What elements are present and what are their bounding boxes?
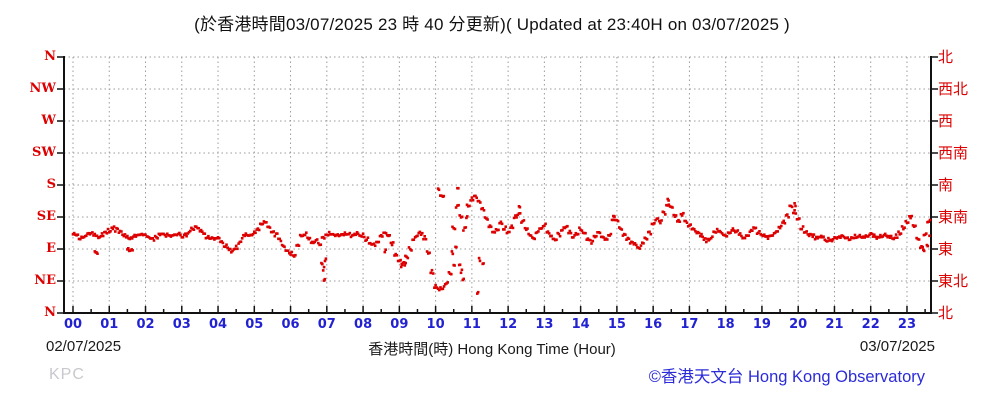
y-axis-label-right: 西北 (938, 80, 969, 98)
y-axis-label-right: 南 (938, 176, 954, 194)
x-axis-hour-label: 10 (426, 317, 445, 332)
x-axis-hour-label: 08 (354, 317, 373, 332)
y-axis-label-right: 西 (938, 112, 954, 130)
x-axis-hour-label: 13 (535, 317, 554, 332)
x-axis-hour-label: 18 (716, 317, 735, 332)
y-axis-label-left: S (46, 177, 56, 192)
y-axis-label-left: SW (32, 145, 56, 160)
y-axis-label-left: SE (36, 209, 56, 224)
date-label-end: 03/07/2025 (859, 338, 935, 355)
x-axis-hour-label: 05 (245, 317, 264, 332)
y-axis-label-right: 北 (938, 48, 954, 66)
station-code-label: KPC (49, 366, 85, 383)
x-axis-hour-label: 02 (136, 317, 155, 332)
x-axis-hour-label: 12 (499, 317, 518, 332)
y-axis-label-left: NE (34, 273, 56, 288)
y-axis-label-left: W (41, 113, 56, 128)
x-axis-hour-label: 09 (390, 317, 409, 332)
y-axis-label-right: 東 (938, 240, 954, 258)
x-axis-hour-label: 03 (172, 317, 191, 332)
x-axis-hour-label: 11 (462, 317, 481, 332)
x-axis-hour-label: 21 (825, 317, 844, 332)
y-axis-label-left: NW (29, 81, 56, 96)
y-axis-label-left: N (44, 305, 56, 320)
y-axis-label-right: 東南 (938, 208, 969, 226)
x-axis-hour-label: 14 (571, 317, 590, 332)
chart-title: (於香港時間03/07/2025 23 時 40 分更新)( Updated a… (194, 15, 790, 34)
y-axis-label-right: 北 (938, 304, 954, 322)
x-axis-hour-label: 01 (100, 317, 119, 332)
x-axis-hour-label: 04 (208, 317, 228, 332)
x-axis-hour-label: 06 (281, 317, 300, 332)
y-axis-label-right: 東北 (938, 272, 969, 290)
x-axis-hour-label: 16 (644, 317, 663, 332)
x-axis-hour-label: 22 (861, 317, 880, 332)
x-axis-hour-label: 15 (607, 317, 626, 332)
x-axis-hour-label: 19 (752, 317, 771, 332)
x-axis-hour-label: 23 (897, 317, 917, 332)
copyright-link[interactable]: ©香港天文台 Hong Kong Observatory (648, 368, 925, 386)
x-axis-hour-label: 07 (317, 317, 336, 332)
y-axis-label-left: N (44, 49, 56, 64)
y-axis-label-right: 西南 (938, 144, 969, 162)
x-axis-hour-label: 17 (680, 317, 699, 332)
y-axis-label-left: E (46, 241, 56, 256)
x-axis-caption: 香港時間(時) Hong Kong Time (Hour) (368, 341, 616, 358)
x-axis-hour-label: 20 (789, 317, 808, 332)
date-label-start: 02/07/2025 (46, 338, 122, 355)
x-axis-hour-label: 00 (63, 317, 83, 332)
